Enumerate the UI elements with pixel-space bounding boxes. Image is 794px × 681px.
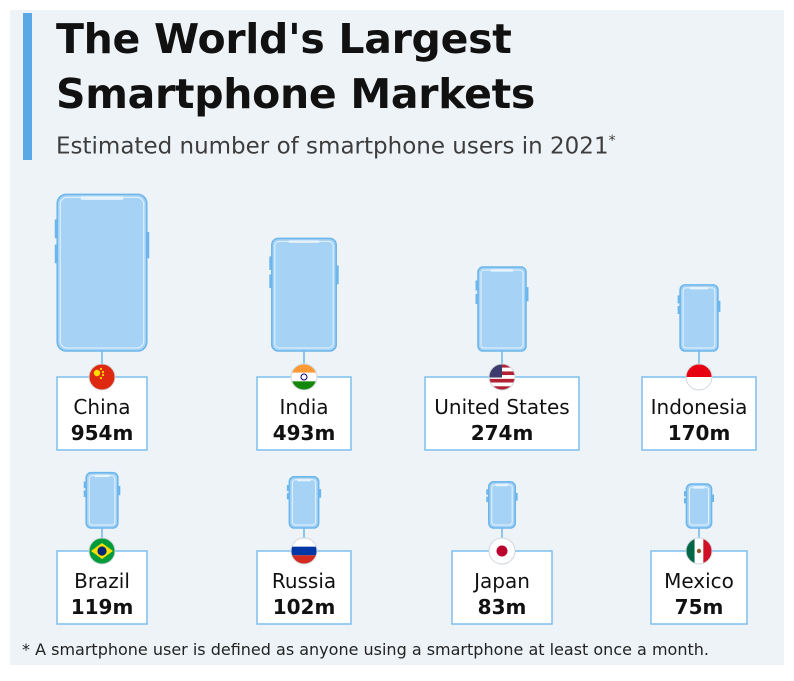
country-label-united-states: United States	[434, 395, 569, 419]
phone-china	[54, 193, 150, 352]
phone-indonesia	[677, 284, 721, 352]
page-title: The World's Largest Smartphone Markets	[56, 12, 535, 122]
country-label-indonesia: Indonesia	[651, 395, 748, 419]
china-flag-icon	[89, 364, 115, 390]
title-line-2: Smartphone Markets	[56, 70, 535, 118]
value-label-china: 954m	[71, 421, 134, 445]
mexico-flag-icon	[686, 538, 712, 564]
phone-japan	[486, 481, 518, 529]
phone-brazil	[83, 471, 121, 529]
infographic-canvas: The World's Largest Smartphone Markets E…	[10, 10, 784, 665]
value-label-japan: 83m	[478, 595, 527, 619]
phone-mexico	[683, 483, 715, 529]
value-label-indonesia: 170m	[668, 421, 731, 445]
subtitle: Estimated number of smartphone users in …	[56, 126, 616, 162]
value-label-mexico: 75m	[675, 595, 724, 619]
brazil-flag-icon	[89, 538, 115, 564]
country-label-brazil: Brazil	[74, 569, 130, 593]
accent-bar	[23, 13, 32, 160]
united-states-flag-icon	[489, 364, 515, 390]
country-label-japan: Japan	[472, 569, 530, 593]
phone-india	[269, 237, 339, 352]
country-label-china: China	[73, 395, 130, 419]
value-label-india: 493m	[273, 421, 336, 445]
phone-united-states	[475, 266, 529, 352]
country-label-india: India	[279, 395, 328, 419]
japan-flag-icon	[489, 538, 515, 564]
india-flag-icon	[291, 364, 317, 390]
phone-russia	[286, 475, 322, 529]
title-line-1: The World's Largest	[56, 15, 512, 63]
value-label-brazil: 119m	[71, 595, 134, 619]
subtitle-text: Estimated number of smartphone users in …	[56, 133, 609, 160]
country-label-mexico: Mexico	[664, 569, 734, 593]
country-label-russia: Russia	[272, 569, 336, 593]
indonesia-flag-icon	[686, 364, 712, 390]
value-label-russia: 102m	[273, 595, 336, 619]
value-label-united-states: 274m	[471, 421, 534, 445]
footnote: * A smartphone user is defined as anyone…	[22, 640, 709, 659]
russia-flag-icon	[291, 538, 317, 564]
subtitle-footnote-mark: *	[608, 133, 616, 149]
